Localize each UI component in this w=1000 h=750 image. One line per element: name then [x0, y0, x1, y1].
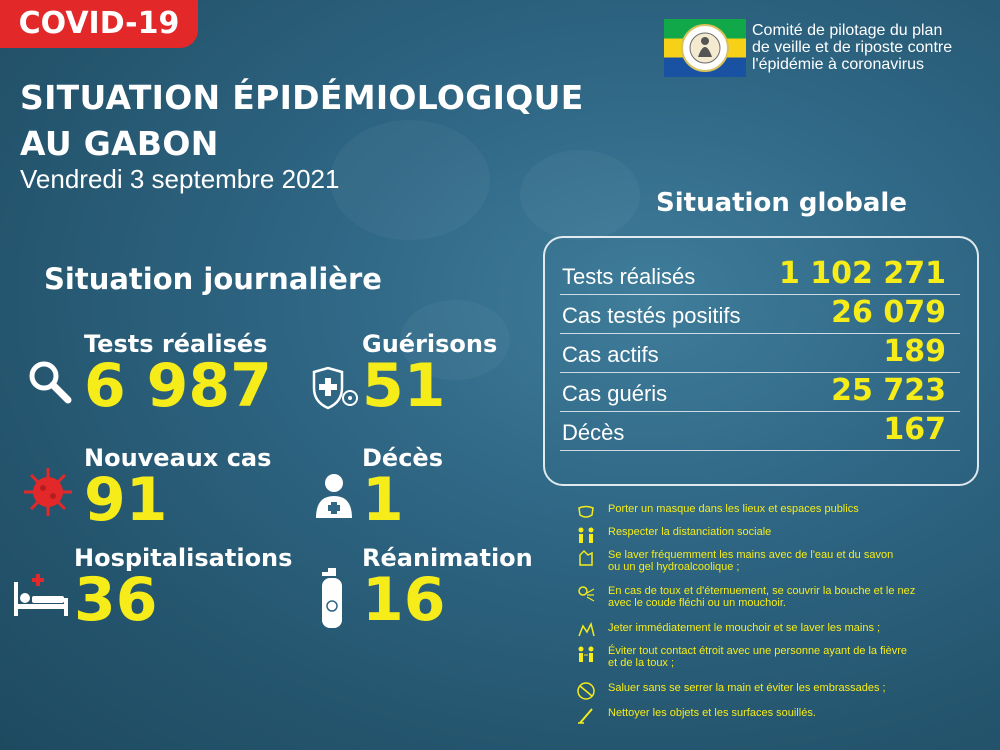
global-row-value: 25 723 [831, 373, 946, 408]
sneeze-icon [578, 586, 595, 602]
advice-text: Respecter la distanciation sociale [608, 526, 772, 538]
org-line: l'épidémie à coronavirus [752, 56, 925, 73]
background-decoration [520, 150, 640, 240]
global-summary-panel: Tests réalisés 1 102 271 Cas testés posi… [543, 236, 979, 486]
organization-name: Comité de pilotage du plan de veille et … [752, 22, 952, 73]
advice-text: Nettoyer les objets et les surfaces soui… [608, 707, 816, 719]
advice-text: Saluer sans se serrer la main et éviter … [608, 682, 886, 694]
search-icon [26, 358, 74, 410]
stat-hospitalisations-label: Hospitalisations [74, 544, 293, 572]
stat-hospitalisations-value: 36 [74, 565, 158, 635]
global-row-label: Décès [562, 420, 625, 445]
distance-icon [578, 527, 594, 543]
stat-hospitalisations: Hospitalisations 36 [74, 544, 293, 635]
global-row-label: Cas actifs [562, 342, 659, 367]
stat-new-cases-label: Nouveaux cas [84, 444, 272, 472]
clean-icon [578, 708, 593, 724]
report-date: Vendredi 3 septembre 2021 [20, 164, 340, 194]
shield-virus-icon [310, 366, 362, 416]
background-decoration [400, 300, 510, 380]
stat-tests: Tests réalisés 6 987 [84, 330, 272, 421]
global-row-label: Cas guéris [562, 381, 668, 406]
stat-deaths-value: 1 [362, 465, 404, 535]
virus-icon [22, 466, 74, 522]
daily-heading: Situation journalière [44, 262, 382, 296]
global-row-value: 26 079 [831, 295, 946, 330]
mask-icon [578, 505, 594, 518]
stat-recoveries-label: Guérisons [362, 330, 498, 358]
stat-recoveries: Guérisons 51 [362, 330, 498, 421]
advice-text: Éviter tout contact étroit avec une pers… [608, 645, 908, 669]
advice-text: Se laver fréquemment les mains avec de l… [608, 549, 894, 573]
person-icon [314, 472, 354, 524]
stat-tests-value: 6 987 [84, 351, 272, 421]
stat-new-cases: Nouveaux cas 91 [84, 444, 272, 535]
advice-text: En cas de toux et d'éternuement, se couv… [608, 585, 916, 609]
tissue-icon [578, 622, 595, 637]
global-row: Cas actifs 189 [560, 334, 960, 373]
handwash-icon [579, 549, 593, 566]
global-row-value: 1 102 271 [778, 256, 946, 291]
stat-tests-label: Tests réalisés [84, 330, 268, 358]
stat-icu: Réanimation 16 [362, 544, 533, 635]
global-row: Cas testés positifs 26 079 [560, 295, 960, 334]
covid-badge: COVID-19 [0, 0, 198, 48]
no-handshake-icon [577, 682, 595, 700]
avoid-contact-icon [578, 646, 594, 662]
global-row-label: Cas testés positifs [562, 303, 741, 328]
stat-new-cases-value: 91 [84, 465, 168, 535]
background-decoration [330, 120, 490, 240]
global-row: Tests réalisés 1 102 271 [560, 256, 960, 295]
page-title-line2: AU GABON [20, 124, 219, 163]
stat-deaths: Décès 1 [362, 444, 443, 535]
global-row: Cas guéris 25 723 [560, 373, 960, 412]
org-line: Comité de pilotage du plan [752, 22, 943, 39]
global-heading: Situation globale [656, 188, 907, 218]
global-row-label: Tests réalisés [562, 264, 696, 289]
stat-icu-label: Réanimation [362, 544, 533, 572]
advice-text: Jeter immédiatement le mouchoir et se la… [608, 622, 881, 634]
stat-icu-value: 16 [362, 565, 446, 635]
advice-text: Porter un masque dans les lieux et espac… [608, 503, 859, 515]
global-row: Décès 167 [560, 412, 960, 451]
org-line: de veille et de riposte contre [752, 39, 953, 56]
stat-recoveries-value: 51 [362, 351, 446, 421]
gabon-emblem-logo [664, 19, 746, 77]
global-row-value: 167 [883, 412, 946, 447]
page-title-line1: SITUATION ÉPIDÉMIOLOGIQUE [20, 78, 584, 117]
global-row-value: 189 [883, 334, 946, 369]
oxygen-tank-icon [318, 568, 346, 634]
stat-deaths-label: Décès [362, 444, 443, 472]
hospital-bed-icon [12, 572, 70, 622]
